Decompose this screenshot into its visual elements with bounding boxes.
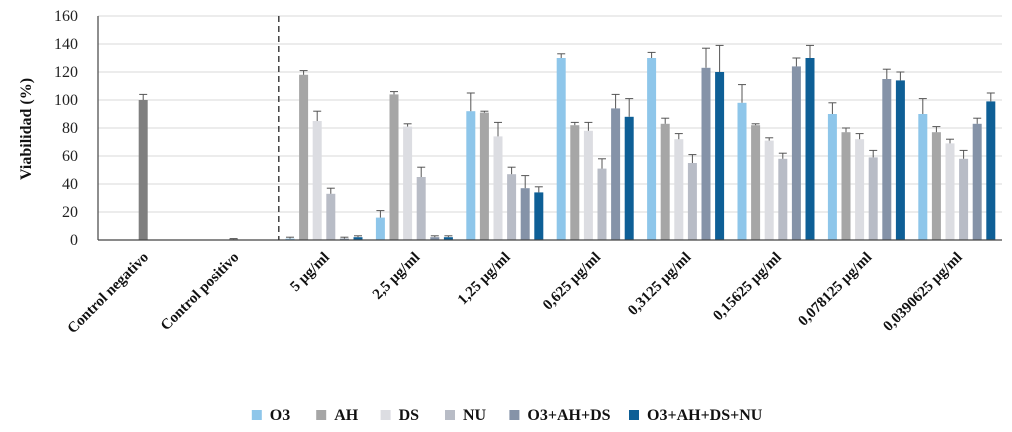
bar-o3 bbox=[827, 114, 837, 240]
axes bbox=[97, 16, 1002, 241]
legend-label: AH bbox=[334, 407, 359, 424]
x-category-label: 1,25 µg/ml bbox=[455, 250, 514, 309]
x-category-label: 5 µg/ml bbox=[287, 250, 332, 295]
bar-nu bbox=[868, 157, 878, 240]
y-tick-label: 100 bbox=[54, 92, 78, 109]
bar-nu bbox=[778, 158, 788, 240]
y-tick-label: 60 bbox=[62, 148, 78, 165]
legend-label: NU bbox=[463, 407, 487, 424]
bar-o3-ah-ds-nu bbox=[443, 237, 453, 240]
bar-ds bbox=[583, 130, 593, 240]
bar-ds bbox=[403, 126, 413, 240]
bar-ds bbox=[312, 121, 322, 240]
x-category-label: 0,15625 µg/ml bbox=[710, 250, 785, 325]
bar-ah bbox=[841, 132, 851, 240]
bar-o3-ah-ds bbox=[611, 108, 621, 241]
bar-o3 bbox=[737, 102, 747, 240]
legend-swatch bbox=[380, 410, 391, 420]
x-category-label: 0,3125 µg/ml bbox=[625, 250, 694, 319]
bar-o3 bbox=[918, 114, 928, 240]
bar-o3-ah-ds-nu bbox=[534, 192, 544, 240]
bar-o3-ah-ds-nu bbox=[895, 80, 905, 241]
y-tick-label: 80 bbox=[62, 120, 78, 137]
y-tick-label: 140 bbox=[54, 36, 78, 53]
y-tick-label: 0 bbox=[70, 232, 78, 249]
bar-o3-ah-ds bbox=[701, 67, 711, 240]
bar-ah bbox=[570, 125, 580, 240]
bar-o3-ah-ds-nu bbox=[715, 72, 725, 240]
y-tick-label: 160 bbox=[54, 8, 78, 25]
bar-ah bbox=[389, 94, 399, 241]
bar-ds bbox=[764, 140, 774, 240]
legend-label: O3+AH+DS+NU bbox=[647, 407, 763, 424]
y-tick-label: 20 bbox=[62, 204, 78, 221]
legend-swatch bbox=[509, 410, 520, 420]
bar-o3 bbox=[466, 111, 476, 240]
x-category-label: 2,5 µg/ml bbox=[370, 250, 423, 303]
bar-o3-ah-ds-nu bbox=[986, 101, 996, 241]
bar-ah bbox=[751, 125, 761, 240]
bar-o3-ah-ds-nu bbox=[353, 237, 363, 240]
bar-o3-ah-ds-nu bbox=[624, 116, 634, 240]
bar-ah bbox=[479, 112, 489, 240]
legend-label: DS bbox=[399, 407, 420, 424]
bar-control bbox=[138, 100, 148, 240]
bar-nu bbox=[687, 163, 697, 240]
bar-ah bbox=[931, 132, 941, 240]
bar-o3 bbox=[556, 58, 566, 240]
x-category-label: 0,625 µg/ml bbox=[540, 250, 604, 314]
x-category-label: 0,0390625 µg/ml bbox=[880, 250, 965, 335]
bar-ds bbox=[945, 143, 955, 240]
y-tick-label: 40 bbox=[62, 176, 78, 193]
bar-o3 bbox=[375, 217, 385, 240]
bar-nu bbox=[416, 177, 426, 240]
bar-o3-ah-ds bbox=[339, 238, 349, 240]
bar-ds bbox=[493, 136, 503, 240]
x-category-label: Control negativo bbox=[65, 250, 152, 337]
bar-o3-ah-ds bbox=[791, 66, 801, 241]
legend-swatch bbox=[316, 410, 327, 420]
bar-ah bbox=[299, 74, 309, 240]
bar-ds bbox=[855, 139, 865, 240]
x-category-label: 0,078125 µg/ml bbox=[795, 250, 875, 330]
legend-label: O3+AH+DS bbox=[527, 407, 610, 424]
bar-o3 bbox=[647, 58, 657, 240]
legend: O3 AH DS NU O3+AH+DS O3+AH+DS+NU bbox=[251, 407, 763, 424]
legend-swatch bbox=[629, 410, 639, 420]
y-tick-label: 120 bbox=[54, 64, 78, 81]
bar-o3-ah-ds bbox=[520, 188, 530, 240]
bar-ds bbox=[674, 139, 684, 240]
bar-nu bbox=[597, 168, 607, 240]
y-axis-title: Viabilidad (%) bbox=[18, 78, 35, 180]
legend-swatch bbox=[251, 410, 262, 420]
bar-o3-ah-ds bbox=[972, 123, 982, 240]
bar-o3 bbox=[285, 238, 295, 240]
legend-swatch bbox=[445, 410, 455, 420]
bar-nu bbox=[507, 174, 517, 240]
bar-ah bbox=[660, 123, 670, 240]
bar-nu bbox=[959, 158, 969, 240]
bar-o3-ah-ds bbox=[882, 79, 892, 240]
x-category-label: Control positivo bbox=[158, 250, 242, 334]
grid-lines bbox=[98, 15, 1002, 213]
bar-o3-ah-ds bbox=[430, 237, 440, 240]
bar-nu bbox=[326, 193, 336, 240]
bar-o3-ah-ds-nu bbox=[805, 58, 815, 240]
legend-label: O3 bbox=[270, 407, 290, 424]
bars bbox=[138, 44, 996, 241]
